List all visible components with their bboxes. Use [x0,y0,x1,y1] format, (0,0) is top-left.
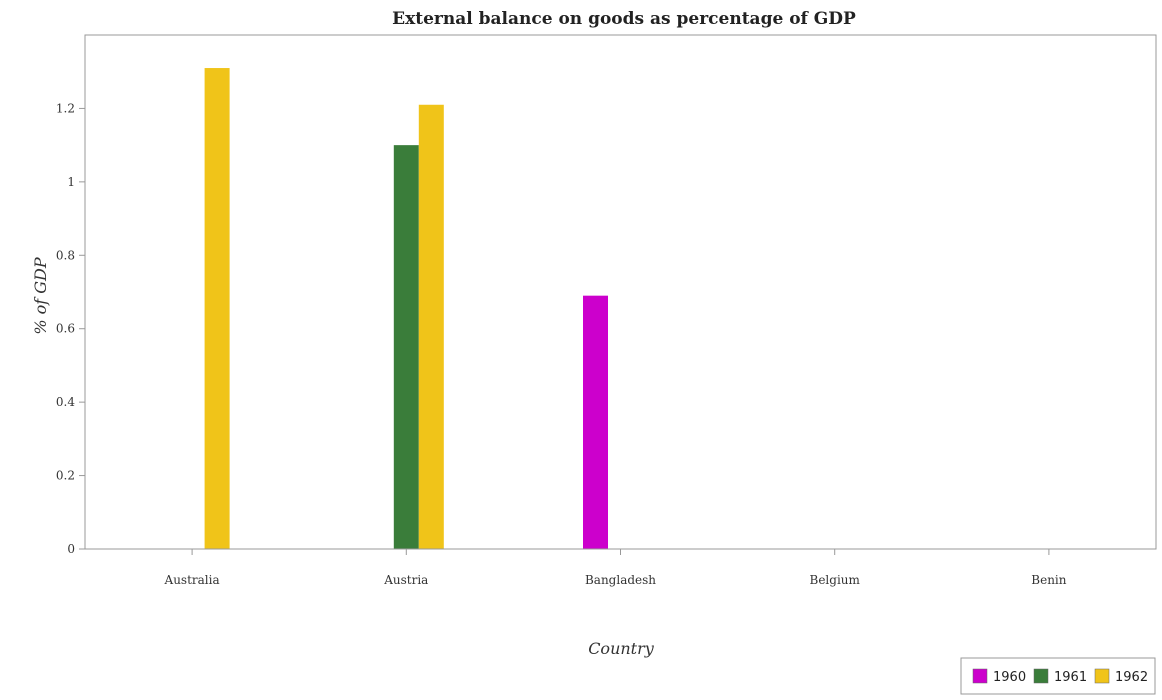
bars [154,68,1087,550]
legend-label-1962: 1962 [1115,670,1148,685]
legend-label-1960: 1960 [993,670,1026,685]
legend-swatch-1960 [972,668,988,684]
x-axis-label: Country [588,639,655,658]
plot-frame [84,34,1157,550]
x-tick-label: Australia [164,573,220,587]
bar-1960-bangladesh [583,295,608,549]
y-tick-label: 1 [67,175,75,189]
bar-1961-austria [393,145,419,549]
bar-1962-australia [204,68,230,550]
x-tick-label: Bangladesh [585,573,656,587]
x-tick-label: Benin [1031,573,1066,587]
y-tick-label: 0 [67,542,75,556]
y-tick-label: 0.8 [56,248,75,262]
legend-box [960,657,1156,695]
y-tick-label: 0.2 [56,469,75,483]
legend: 1960 1961 1962 [960,657,1156,695]
chart-title: External balance on goods as percentage … [392,9,856,29]
y-tick-label: 0.6 [56,322,75,336]
x-tick-label: Belgium [810,573,861,587]
x-ticks: Australia Austria Bangladesh Belgium Benin [164,549,1067,587]
legend-swatch-1962 [1094,668,1110,684]
y-tick-label: 1.2 [56,101,75,115]
y-axis-label: % of GDP [31,257,50,335]
bar-1962-austria [418,104,444,549]
x-tick-label: Austria [383,573,428,587]
legend-label-1961: 1961 [1054,670,1087,685]
y-tick-label: 0.4 [56,395,75,409]
legend-swatch-1961 [1033,668,1049,684]
y-ticks: 0 0.2 0.4 0.6 0.8 1 1.2 [56,101,85,556]
